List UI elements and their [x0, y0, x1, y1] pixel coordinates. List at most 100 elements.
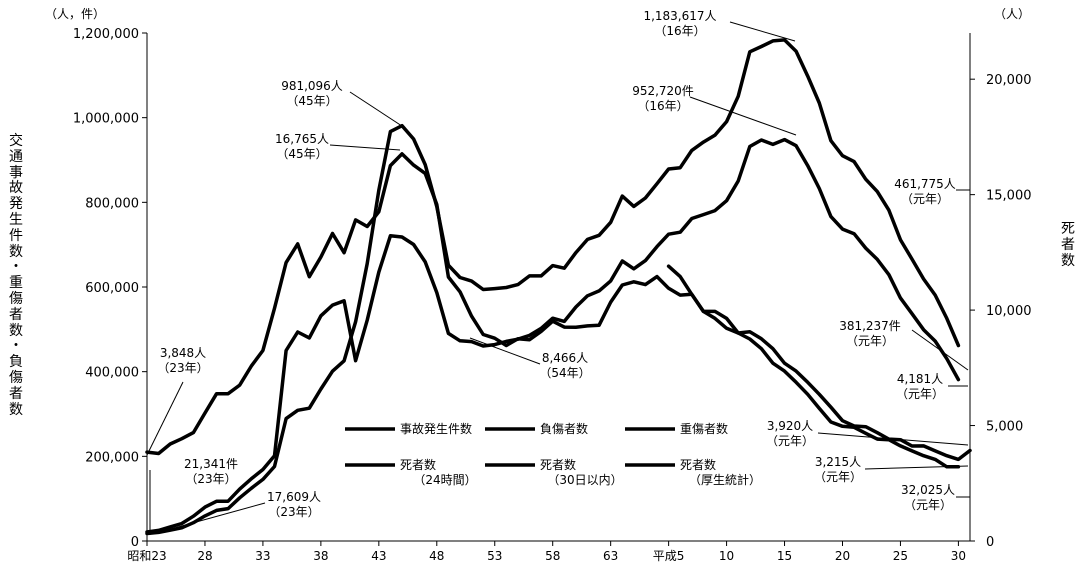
annotation-leader	[689, 96, 797, 136]
legend-label-sub: （30日以内）	[547, 473, 622, 487]
annotation-text-line: （元年）	[896, 387, 944, 401]
annotation-text-line: 3,215人	[815, 455, 861, 469]
annotation-text: 952,720件（16年）	[632, 84, 694, 113]
annotation-text-line: （元年）	[814, 470, 862, 484]
y-unit-right: （人）	[994, 7, 1030, 21]
y-axis-left: 0 200,000 400,000 600,000 800,000 1,000,000 1,…	[45, 7, 148, 550]
y-axis-label-left-char: 数	[9, 322, 23, 339]
y-axis-label-left-char: 故	[9, 180, 23, 197]
x-tick-label: 10	[719, 549, 734, 563]
series-line-4	[145, 152, 961, 469]
x-tick-label: 15	[777, 549, 792, 563]
x-tick-label: 33	[255, 549, 270, 563]
x-tick-label: 20	[835, 549, 850, 563]
y-tick-left-label: 800,000	[85, 196, 139, 211]
annotation-leader	[159, 502, 266, 533]
y-axis-label-right: 死者数	[1060, 221, 1076, 269]
annotation-6: 21,341件（23年）	[149, 457, 238, 535]
legend-item: 事故発生件数	[345, 421, 472, 436]
annotation-leader	[817, 432, 969, 446]
y-tick-left-label: 200,000	[85, 450, 139, 465]
annotation-text-line: （45年）	[286, 94, 337, 108]
x-tick-label: 昭和23	[127, 549, 166, 563]
legend: 事故発生件数 負傷者数 重傷者数死者数（24時間）死者数（30日以内）死者数（厚生統…	[345, 421, 761, 487]
annotation-text-line: （23年）	[268, 505, 319, 519]
annotation-text-line: 461,775人	[894, 177, 956, 191]
legend-label-sub: （24時間）	[413, 473, 476, 487]
legend-item: 死者数（厚生統計）	[625, 457, 761, 487]
y-axis-label-left-char: 者	[9, 385, 23, 402]
y-axis-label-left-char: 数	[9, 401, 23, 418]
annotation-text-line: 16,765人	[275, 132, 329, 146]
legend-label: 死者数	[400, 457, 436, 472]
annotation-12: 3,920人（元年）	[766, 419, 969, 448]
annotation-text-line: 381,237件	[839, 319, 901, 333]
y-axis-label-left-char: 生	[9, 211, 23, 228]
annotation-text-line: 952,720件	[632, 84, 694, 98]
annotation-text-line: 3,848人	[160, 346, 206, 360]
annotation-text-line: 4,181人	[897, 372, 943, 386]
annotation-text-line: 32,025人	[901, 483, 955, 497]
y-tick-right-label: 20,000	[986, 73, 1032, 88]
annotation-text-line: 3,920人	[767, 419, 813, 433]
y-axis-label-left: 交通事故発生件数・重傷者数・負傷者数	[8, 133, 24, 418]
y-axis-label-right-char: 数	[1061, 252, 1075, 269]
annotation-leader	[146, 381, 184, 456]
annotation-8: 8,466人（54年）	[469, 337, 591, 380]
annotation-text: 8,466人（54年）	[539, 351, 590, 380]
annotation-14: 32,025人（元年）	[901, 483, 970, 512]
y-axis-label-left-char: 件	[9, 227, 23, 244]
y-axis-label-left-char: 者	[9, 306, 23, 323]
annotation-text-line: （元年）	[846, 334, 894, 348]
legend-label: 死者数	[540, 457, 576, 472]
y-axis-label-left-char: 通	[9, 148, 23, 165]
annotation-text-line: 21,341件	[184, 457, 238, 471]
annotation-text: 381,237件（元年）	[839, 319, 901, 348]
y-axis-label-left-char: 重	[9, 275, 23, 292]
annotation-text: 32,025人（元年）	[901, 483, 955, 512]
legend-item: 重傷者数	[625, 421, 728, 436]
y-axis-label-left-char: ・	[9, 338, 23, 355]
y-tick-right-label: 10,000	[986, 304, 1032, 319]
x-tick-label: 58	[545, 549, 560, 563]
annotation-text-line: （元年）	[766, 434, 814, 448]
annotation-9: 461,775人（元年）	[894, 177, 970, 206]
x-tick-label: 38	[313, 549, 328, 563]
series-line-5	[666, 264, 972, 462]
annotation-text-line: （元年）	[904, 498, 952, 512]
annotation-text-line: （45年）	[276, 147, 327, 161]
annotation-13: 3,215人（元年）	[814, 455, 969, 484]
axes: 昭和23 28 33 38 43 48 53 58 63 平成5 10 15 20 25 30 0 200,00…	[45, 7, 1032, 563]
series-line-1	[145, 137, 961, 534]
y-tick-left-label: 0	[131, 535, 139, 550]
annotation-text: 1,183,617人（16年）	[643, 9, 716, 38]
legend-item: 負傷者数	[485, 421, 588, 436]
annotation-10: 381,237件（元年）	[839, 319, 969, 371]
legend-item: 死者数（30日以内）	[485, 457, 623, 487]
annotation-11: 4,181人（元年）	[896, 372, 968, 401]
annotation-leader	[729, 21, 796, 42]
y-axis-right: 0 5,000 10,000 15,000 20,000 （人）	[969, 7, 1032, 550]
annotation-text: 16,765人（45年）	[275, 132, 329, 161]
annotation-text-line: （16年）	[637, 99, 688, 113]
y-axis-label-left-char: ・	[9, 259, 23, 276]
x-tick-label: 63	[603, 549, 618, 563]
legend-label: 死者数	[680, 457, 716, 472]
annotation-text-line: （23年）	[157, 361, 208, 375]
annotation-1: 1,183,617人（16年）	[643, 9, 796, 42]
series-line-2	[145, 38, 961, 536]
annotation-text-line: （元年）	[901, 192, 949, 206]
annotation-layer: 1,183,617人（16年）952,720件（16年）981,096人（45年…	[146, 9, 970, 535]
y-axis-label-left-char: 発	[9, 196, 23, 213]
annotation-text: 21,341件（23年）	[184, 457, 238, 486]
annotation-text-line: 981,096人	[281, 79, 343, 93]
y-axis-label-right-char: 死	[1061, 221, 1075, 237]
annotation-text-line: （16年）	[654, 24, 705, 38]
annotation-text-line: （23年）	[185, 472, 236, 486]
annotation-2: 952,720件（16年）	[632, 84, 797, 136]
y-axis-label-left-char: 事	[9, 164, 23, 181]
annotation-text: 3,848人（23年）	[157, 346, 208, 375]
x-tick-label: 53	[487, 549, 502, 563]
annotation-text-line: 1,183,617人	[643, 9, 716, 23]
